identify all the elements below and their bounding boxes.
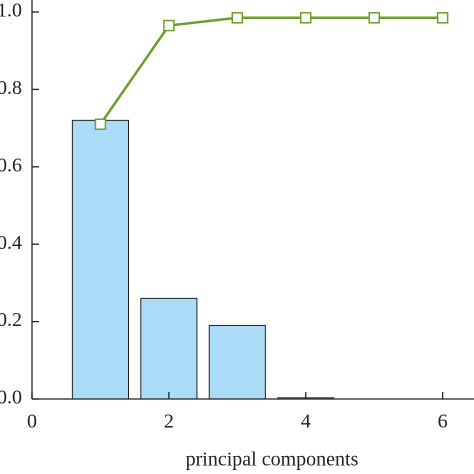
- marker: [300, 12, 312, 24]
- bar: [140, 297, 198, 400]
- x-axis-label: principal components: [186, 449, 359, 471]
- x-tick-label: 6: [438, 411, 448, 433]
- x-tick-label: 2: [164, 411, 174, 433]
- line: [99, 16, 443, 125]
- bar: [71, 119, 129, 400]
- marker: [231, 12, 244, 24]
- bar: [208, 324, 266, 400]
- y-tick-label: 0.0: [0, 387, 22, 409]
- marker: [368, 12, 380, 24]
- marker: [163, 19, 175, 32]
- x-tick-label: 0: [27, 411, 37, 433]
- y-tick-label: 1.0: [0, 0, 22, 22]
- y-tick-label: 0.6: [0, 154, 22, 176]
- y-tick-label: 0.2: [0, 309, 22, 331]
- y-tick-label: 0.4: [0, 232, 22, 254]
- marker: [436, 12, 449, 24]
- x-tick-label: 4: [301, 411, 311, 433]
- y-tick-label: 0.8: [0, 77, 22, 99]
- marker: [94, 118, 107, 130]
